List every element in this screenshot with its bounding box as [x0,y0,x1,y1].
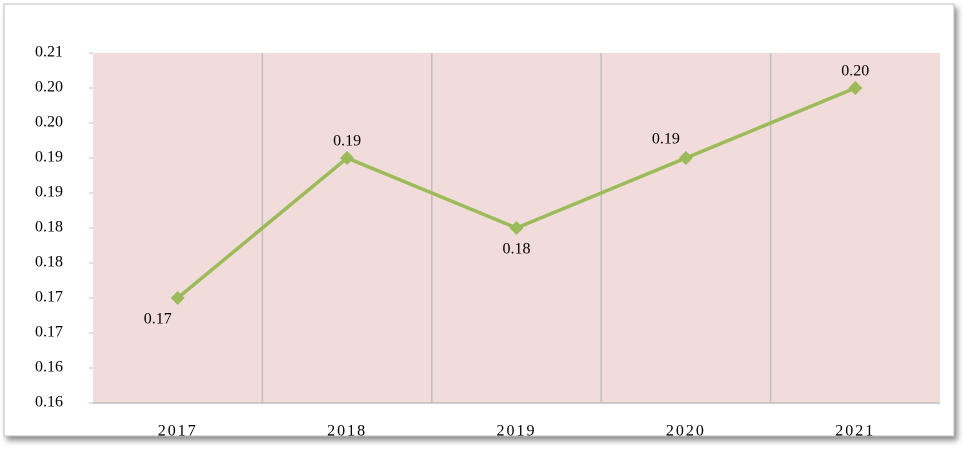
y-tick-label: 0.20 [35,79,63,96]
y-tick-label: 0.18 [35,219,63,236]
x-tick-label: 2017 [158,423,198,440]
y-tick-label: 0.19 [35,184,63,201]
data-label: 0.18 [503,241,531,258]
data-point [678,151,693,165]
y-tick-label: 0.19 [35,149,63,166]
y-tick-label: 0.21 [35,44,63,61]
y-tick-label: 0.17 [35,289,63,306]
data-point [170,291,185,305]
y-tick-label: 0.18 [35,254,63,271]
data-label: 0.20 [841,63,869,80]
data-label: 0.17 [144,311,172,328]
x-tick-label: 2018 [327,423,367,440]
y-tick-label: 0.17 [35,324,63,341]
y-tick-label: 0.16 [35,359,63,376]
data-point [340,151,355,165]
data-point [848,81,863,95]
y-tick-label: 0.16 [35,394,63,411]
x-tick-label: 2021 [835,423,875,440]
x-tick-label: 2019 [497,423,537,440]
data-label: 0.19 [652,131,680,148]
data-label: 0.19 [333,133,361,150]
y-tick-label: 0.20 [35,114,63,131]
x-tick-label: 2020 [666,423,706,440]
data-point [509,221,524,235]
